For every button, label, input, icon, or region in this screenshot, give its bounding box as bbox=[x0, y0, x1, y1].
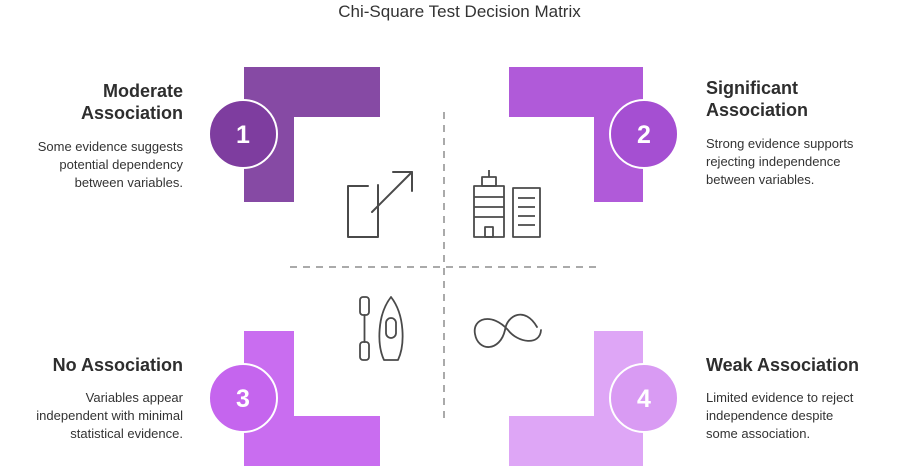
number-1: 1 bbox=[236, 121, 250, 149]
quadrant-4-description: Limited evidence to reject independence … bbox=[706, 389, 906, 443]
number-3: 3 bbox=[236, 385, 250, 413]
diagram-title: Chi-Square Test Decision Matrix bbox=[338, 2, 581, 21]
quadrant-4-shape bbox=[509, 331, 643, 466]
number-badge-1: 1 bbox=[208, 99, 278, 169]
number-badge-4: 4 bbox=[609, 363, 679, 433]
number-badge-3: 3 bbox=[208, 363, 278, 433]
quadrant-4-desc-line3: some association. bbox=[706, 426, 811, 441]
number-badge-2: 2 bbox=[609, 99, 679, 169]
quadrant-4-heading-line1: Weak Association bbox=[706, 355, 860, 375]
quadrant-3-desc-line3: statistical evidence. bbox=[70, 426, 183, 441]
quadrant-1-desc-line1: Some evidence suggests bbox=[37, 139, 183, 154]
quadrant-2-desc-line2: rejecting independence bbox=[706, 154, 841, 169]
loop-icon bbox=[474, 313, 542, 348]
quadrant-3-heading-line1: No Association bbox=[52, 355, 183, 375]
quadrant-2-shape bbox=[509, 67, 643, 202]
quadrant-3-shape bbox=[244, 331, 380, 466]
number-4: 4 bbox=[637, 385, 651, 413]
quadrant-2-desc-line1: Strong evidence supports bbox=[706, 136, 854, 151]
quadrant-3-desc-line2: independent with minimal bbox=[36, 408, 183, 423]
quadrant-1-desc-line3: between variables. bbox=[74, 175, 183, 190]
number-2: 2 bbox=[637, 121, 651, 149]
quadrant-3-description: Variables appear independent with minima… bbox=[10, 389, 183, 443]
quadrant-1-shape bbox=[244, 67, 380, 202]
quadrant-3-desc-line1: Variables appear bbox=[85, 390, 183, 405]
quadrant-2-desc-line3: between variables. bbox=[706, 172, 815, 187]
quadrant-2-heading-line2: Association bbox=[706, 100, 809, 120]
quadrant-1-heading-line2: Association bbox=[80, 103, 183, 123]
quadrant-4-heading: Weak Association bbox=[706, 354, 906, 376]
quadrant-2-heading: Significant Association bbox=[706, 77, 906, 121]
canoe-paddle-icon bbox=[359, 296, 404, 361]
quadrant-3-heading: No Association bbox=[10, 354, 183, 376]
external-link-icon bbox=[347, 171, 413, 238]
quadrant-1-heading-line1: Moderate bbox=[102, 81, 183, 101]
quadrant-1-description: Some evidence suggests potential depende… bbox=[10, 138, 183, 192]
quadrant-1-desc-line2: potential dependency bbox=[59, 157, 183, 172]
quadrant-4-desc-line2: independence despite bbox=[706, 408, 834, 423]
buildings-icon bbox=[473, 170, 541, 238]
quadrant-2-heading-line1: Significant bbox=[706, 78, 799, 98]
quadrant-2-description: Strong evidence supports rejecting indep… bbox=[706, 135, 906, 189]
quadrant-4-desc-line1: Limited evidence to reject bbox=[706, 390, 854, 405]
quadrant-1-heading: Moderate Association bbox=[20, 80, 183, 124]
